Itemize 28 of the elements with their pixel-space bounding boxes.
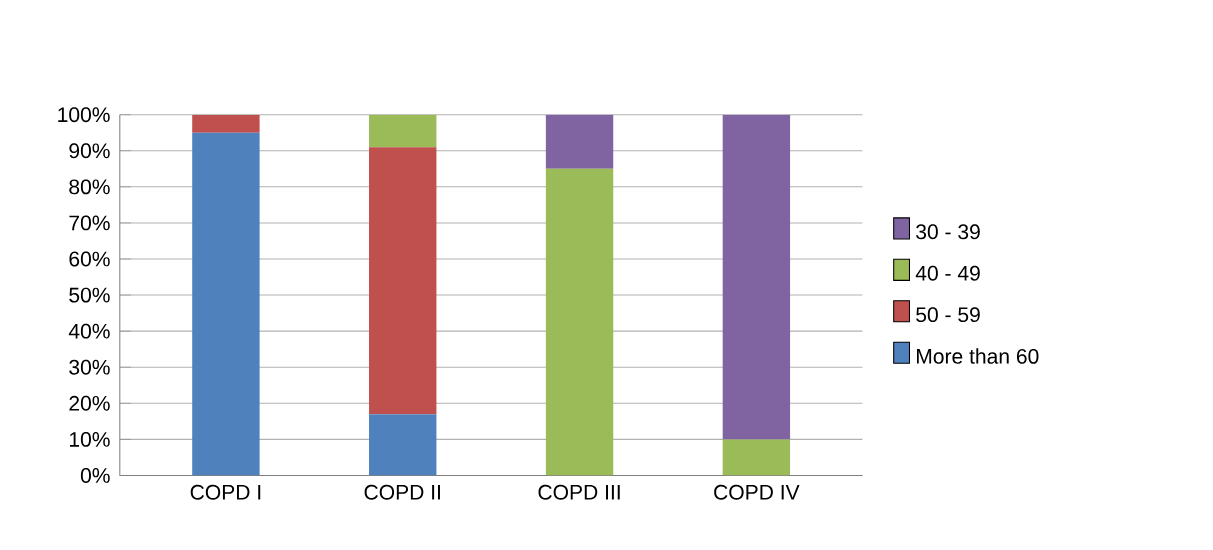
y-tick-label: 50% xyxy=(69,287,110,303)
y-tick-label: 70% xyxy=(69,215,110,231)
y-tick-label: 90% xyxy=(69,143,110,159)
y-tick-label: 30% xyxy=(69,359,110,375)
bar xyxy=(722,439,791,476)
x-tick-label: COPD IV xyxy=(714,484,800,500)
y-tick-label: 0% xyxy=(80,467,110,483)
bar xyxy=(369,146,437,414)
bar xyxy=(369,413,437,476)
x-tick-label: COPD III xyxy=(538,484,620,500)
bar xyxy=(192,132,260,476)
y-tick-label: 10% xyxy=(69,431,110,447)
legend-label: 50 - 59 xyxy=(916,307,980,322)
y-tick-label: 100% xyxy=(58,107,110,122)
y-tick-label: 40% xyxy=(68,323,110,339)
legend-label: 40 - 49 xyxy=(915,265,980,281)
y-tick-label: 60% xyxy=(69,251,110,267)
bar xyxy=(369,114,437,147)
x-tick-label: COPD II xyxy=(364,484,440,500)
y-tick-label: 20% xyxy=(69,395,110,411)
legend-label: 30 - 39 xyxy=(916,224,980,240)
bar xyxy=(722,114,791,440)
bar xyxy=(545,168,614,476)
bar xyxy=(192,114,260,133)
legend-label: More than 60 xyxy=(917,348,1039,364)
y-tick-label: 80% xyxy=(69,179,110,195)
x-tick-label: COPD I xyxy=(190,484,261,500)
bar xyxy=(545,114,614,169)
